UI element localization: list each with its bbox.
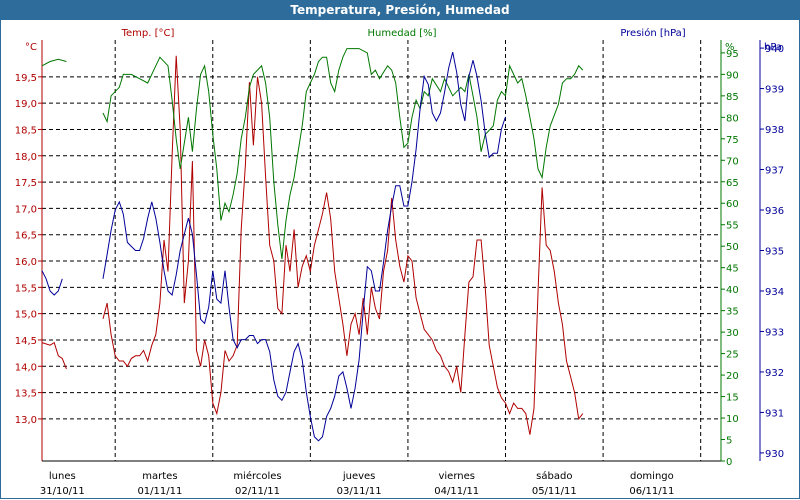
hum-tick-label: 70 [726,156,739,167]
hum-tick-label: 15 [726,393,739,404]
temp-series-line [41,341,67,370]
temp-tick-label: 19,0 [15,99,37,110]
day-label: sábado [536,470,572,482]
pres-series-line [41,270,63,296]
date-label: 06/11/11 [629,486,674,497]
temp-series-line [102,55,584,435]
pres-tick-label: 930 [765,449,784,460]
hum-tick-label: 30 [726,328,739,339]
pres-series-line [102,51,506,442]
pres-tick-label: 931 [765,408,784,419]
hum-tick-label: 5 [726,436,732,447]
pres-tick-label: 935 [765,247,784,258]
hum-tick-label: 90 [726,70,739,81]
day-label: jueves [342,471,376,482]
day-label: miércoles [233,470,281,482]
pres-tick-label: 937 [765,166,784,177]
hum-tick-label: 25 [726,350,739,361]
hum-tick-label: 0 [726,457,732,468]
hum-tick-label: 85 [726,92,739,103]
hum-series-line [41,58,67,67]
hum-tick-label: 35 [726,307,739,318]
temp-axis-title: Temp. [°C] [121,28,175,39]
temp-tick-label: 19,5 [15,73,37,84]
hum-tick-label: 65 [726,178,739,189]
pres-tick-label: 940 [765,44,784,55]
hum-tick-label: 80 [726,113,739,124]
pres-tick-label: 939 [765,85,784,96]
pres-tick-label: 932 [765,368,784,379]
temp-unit-label: °C [25,42,37,53]
pres-axis-title: Presión [hPa] [620,27,685,39]
temp-tick-label: 18,5 [15,125,37,136]
date-label: 01/11/11 [137,486,182,497]
window-title: Temperatura, Presión, Humedad [0,0,800,20]
hum-tick-label: 60 [726,199,739,210]
pres-tick-label: 938 [765,125,784,136]
temp-tick-label: 14,5 [15,336,37,347]
hum-unit-label: % [725,42,735,53]
temp-tick-label: 16,0 [15,257,37,268]
day-label: martes [142,471,177,482]
hum-series-line [102,48,584,260]
hum-tick-label: 50 [726,242,739,253]
day-label: domingo [630,471,674,482]
pres-tick-label: 934 [765,287,784,298]
hum-tick-label: 10 [726,414,739,425]
temp-tick-label: 15,0 [15,310,37,321]
date-label: 05/11/11 [532,486,577,497]
date-label: 04/11/11 [434,486,479,497]
hum-tick-label: 95 [726,49,739,60]
hum-tick-label: 75 [726,135,739,146]
day-label: viernes [438,471,474,482]
hum-tick-label: 20 [726,371,739,382]
date-label: 02/11/11 [235,486,280,497]
pres-unit-label: hPa [764,42,782,53]
pres-tick-label: 936 [765,206,784,217]
hum-axis-title: Humedad [%] [367,28,436,39]
date-label: 31/10/11 [40,486,85,497]
hum-tick-label: 45 [726,264,739,275]
temp-tick-label: 18,0 [15,152,37,163]
hum-tick-label: 55 [726,221,739,232]
day-label: lunes [49,471,76,482]
temp-tick-label: 17,5 [15,178,37,189]
temp-tick-label: 15,5 [15,283,37,294]
temp-tick-label: 13,5 [15,389,37,400]
date-label: 03/11/11 [337,486,382,497]
temp-tick-label: 13,0 [15,415,37,426]
temp-tick-label: 14,0 [15,362,37,373]
temp-tick-label: 17,0 [15,204,37,215]
pres-tick-label: 933 [765,327,784,338]
temp-tick-label: 16,5 [15,231,37,242]
hum-tick-label: 40 [726,285,739,296]
